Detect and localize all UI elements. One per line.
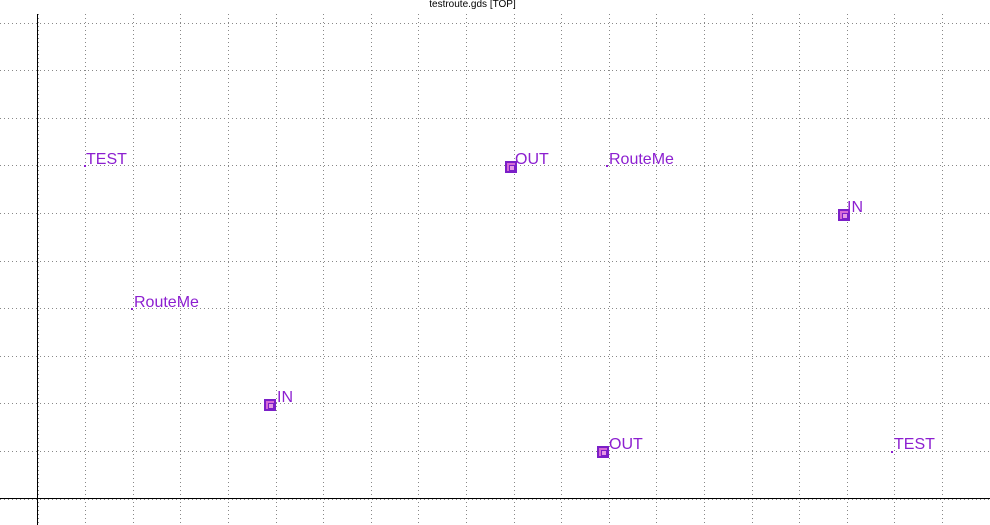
label-anchor [606,165,608,167]
window-title: testroute.gds [TOP] [429,0,516,10]
label-test[interactable]: TEST [86,151,127,168]
pin-out[interactable] [505,161,517,173]
label-routeme[interactable]: RouteMe [609,151,674,168]
label-test[interactable]: TEST [894,436,935,453]
label-in[interactable]: IN [277,389,293,406]
label-routeme[interactable]: RouteMe [134,294,199,311]
label-in[interactable]: IN [847,199,863,216]
label-anchor [84,165,86,167]
label-anchor [131,308,133,310]
label-out[interactable]: OUT [609,436,643,453]
pin-out[interactable] [597,446,609,458]
label-anchor [891,451,893,453]
grid [0,14,990,525]
pin-in[interactable] [838,209,850,221]
pin-in[interactable] [264,399,276,411]
label-out[interactable]: OUT [515,151,549,168]
